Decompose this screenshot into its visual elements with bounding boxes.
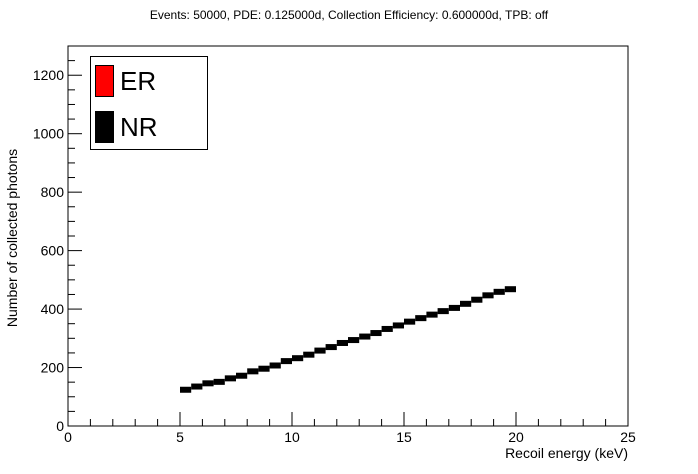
y-axis-label: Number of collected photons — [4, 149, 20, 327]
data-point-nr — [348, 337, 360, 344]
data-point-nr — [381, 325, 393, 332]
y-tick-label: 200 — [41, 360, 65, 376]
x-tick-label: 25 — [620, 429, 636, 445]
data-point-nr — [426, 311, 438, 318]
data-point-nr — [482, 292, 494, 299]
x-axis-label: Recoil energy (keV) — [505, 445, 628, 461]
y-tick-label: 800 — [41, 184, 65, 200]
data-point-nr — [269, 362, 281, 369]
y-tick-label: 400 — [41, 301, 65, 317]
data-point-nr — [359, 333, 371, 340]
data-point-nr — [336, 339, 348, 346]
data-point-nr — [460, 300, 472, 307]
data-point-nr — [493, 288, 505, 295]
y-tick-label: 600 — [41, 243, 65, 259]
legend-swatch-er — [95, 65, 114, 97]
data-point-nr — [415, 315, 427, 322]
legend-label-er: ER — [120, 65, 157, 96]
x-tick-label: 5 — [176, 429, 184, 445]
data-point-nr — [258, 365, 270, 372]
legend: ER NR — [90, 56, 208, 150]
data-point-nr — [314, 347, 326, 354]
y-tick-label: 0 — [56, 418, 64, 434]
data-point-nr — [448, 304, 460, 311]
x-tick-label: 20 — [508, 429, 524, 445]
data-point-nr — [247, 368, 259, 375]
legend-label-nr: NR — [120, 111, 158, 142]
y-tick-label: 1000 — [33, 126, 64, 142]
x-tick-label: 0 — [64, 429, 72, 445]
data-point-nr — [504, 286, 516, 293]
legend-entry-nr: NR — [95, 107, 158, 147]
data-point-nr — [437, 308, 449, 315]
data-point-nr — [404, 318, 416, 325]
data-point-nr — [280, 358, 292, 365]
data-point-nr — [392, 322, 404, 329]
data-point-nr — [292, 355, 304, 362]
data-point-nr — [303, 351, 315, 358]
legend-swatch-nr — [95, 111, 114, 143]
data-point-nr — [370, 330, 382, 337]
data-point-nr — [180, 386, 192, 393]
data-point-nr — [325, 344, 337, 351]
data-point-nr — [236, 372, 248, 379]
data-point-nr — [202, 380, 214, 387]
x-tick-label: 15 — [396, 429, 412, 445]
data-point-nr — [213, 378, 225, 385]
data-point-nr — [224, 375, 236, 382]
legend-entry-er: ER — [95, 61, 156, 101]
chart-title: Events: 50000, PDE: 0.125000d, Collectio… — [149, 8, 549, 22]
y-tick-label: 1200 — [33, 67, 64, 83]
data-point-nr — [191, 383, 203, 390]
x-tick-label: 10 — [284, 429, 300, 445]
data-point-nr — [471, 296, 483, 303]
